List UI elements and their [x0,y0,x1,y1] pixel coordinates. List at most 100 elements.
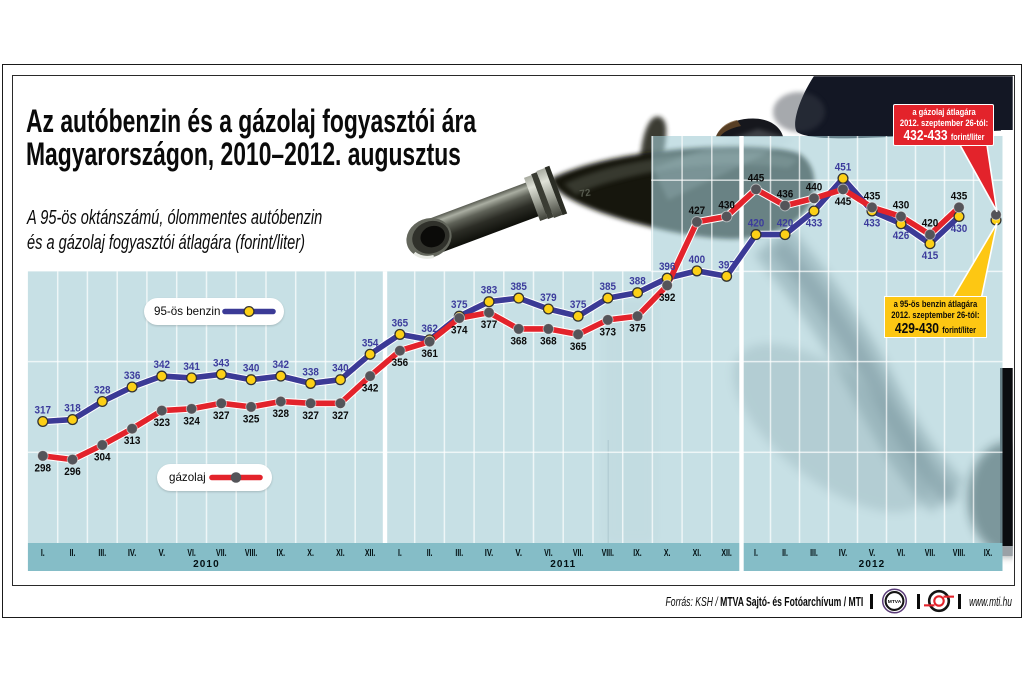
svg-text:VII.: VII. [216,548,227,559]
svg-text:426: 426 [893,230,910,242]
svg-text:2010: 2010 [193,559,220,570]
svg-text:304: 304 [94,452,111,464]
svg-text:III.: III. [455,548,463,559]
svg-text:373: 373 [600,326,617,338]
svg-text:328: 328 [94,385,111,397]
svg-text:V.: V. [159,548,166,559]
svg-text:375: 375 [451,299,468,311]
svg-text:2011: 2011 [550,559,576,570]
svg-text:V.: V. [869,548,876,559]
svg-text:IV.: IV. [485,548,494,559]
svg-text:IV.: IV. [128,548,137,559]
svg-text:XI.: XI. [336,548,345,559]
svg-text:341: 341 [183,361,200,373]
svg-text:342: 342 [273,359,290,371]
svg-text:430: 430 [893,200,910,212]
svg-text:435: 435 [951,190,968,202]
svg-text:318: 318 [64,403,81,415]
svg-text:313: 313 [124,435,141,447]
svg-text:VIII.: VIII. [602,548,615,559]
svg-text:VI.: VI. [544,548,553,559]
svg-text:III.: III. [98,548,106,559]
svg-text:324: 324 [183,415,200,427]
svg-text:298: 298 [35,462,52,474]
svg-text:X.: X. [307,548,314,559]
svg-text:2012: 2012 [859,559,886,570]
svg-text:451: 451 [835,161,852,173]
svg-text:340: 340 [332,363,349,375]
svg-text:II.: II. [427,548,433,559]
svg-text:XII.: XII. [365,548,376,559]
svg-text:379: 379 [540,292,557,304]
svg-text:374: 374 [451,325,468,337]
svg-text:427: 427 [689,205,706,217]
svg-text:435: 435 [864,190,881,202]
svg-text:396: 396 [659,261,676,273]
svg-text:415: 415 [922,250,939,262]
svg-text:II.: II. [782,548,788,559]
svg-text:385: 385 [510,281,527,293]
svg-text:327: 327 [302,410,319,422]
svg-text:392: 392 [659,292,676,304]
svg-text:I.: I. [754,548,758,559]
svg-text:342: 342 [154,359,171,371]
svg-text:IX.: IX. [633,548,642,559]
svg-text:356: 356 [392,357,409,369]
svg-text:445: 445 [748,172,765,184]
svg-text:V.: V. [515,548,522,559]
svg-text:X.: X. [664,548,671,559]
svg-text:440: 440 [806,181,823,193]
svg-text:IV.: IV. [839,548,848,559]
svg-text:375: 375 [629,323,646,335]
svg-text:VII.: VII. [573,548,584,559]
svg-text:368: 368 [540,335,557,347]
svg-text:VII.: VII. [925,548,936,559]
svg-text:430: 430 [718,200,735,212]
svg-text:375: 375 [570,299,587,311]
svg-text:296: 296 [64,466,81,478]
svg-text:II.: II. [70,548,76,559]
svg-text:MTVA: MTVA [888,599,902,605]
svg-text:338: 338 [302,366,319,378]
svg-text:XI.: XI. [693,548,702,559]
svg-text:377: 377 [481,319,498,331]
svg-text:365: 365 [570,341,587,353]
svg-text:368: 368 [510,335,527,347]
svg-text:325: 325 [243,413,260,425]
svg-text:IX.: IX. [984,548,993,559]
svg-text:361: 361 [421,348,438,360]
svg-text:362: 362 [421,323,438,335]
svg-text:400: 400 [689,254,706,266]
svg-text:327: 327 [332,410,349,422]
svg-text:420: 420 [777,218,794,230]
svg-text:VI.: VI. [897,548,906,559]
svg-text:340: 340 [243,363,260,375]
svg-text:436: 436 [777,189,794,201]
svg-text:354: 354 [362,337,379,349]
svg-text:IX.: IX. [277,548,286,559]
svg-text:323: 323 [154,417,171,429]
svg-text:III.: III. [810,548,818,559]
svg-text:I.: I. [41,548,45,559]
svg-text:385: 385 [600,281,617,293]
svg-text:397: 397 [718,259,735,271]
svg-text:342: 342 [362,383,379,395]
svg-text:430: 430 [951,223,968,235]
svg-text:365: 365 [392,317,409,329]
svg-text:420: 420 [922,218,939,230]
svg-text:XII.: XII. [721,548,732,559]
svg-text:336: 336 [124,370,141,382]
svg-text:383: 383 [481,285,498,297]
svg-text:420: 420 [748,218,765,230]
svg-text:433: 433 [806,218,823,230]
svg-text:VI.: VI. [187,548,196,559]
svg-text:433: 433 [864,218,881,230]
svg-text:317: 317 [35,405,52,417]
svg-text:328: 328 [273,408,290,420]
svg-text:72: 72 [579,187,592,200]
svg-text:445: 445 [835,196,852,208]
svg-text:388: 388 [629,276,646,288]
svg-text:VIII.: VIII. [953,548,966,559]
svg-text:327: 327 [213,410,230,422]
svg-text:I.: I. [398,548,402,559]
